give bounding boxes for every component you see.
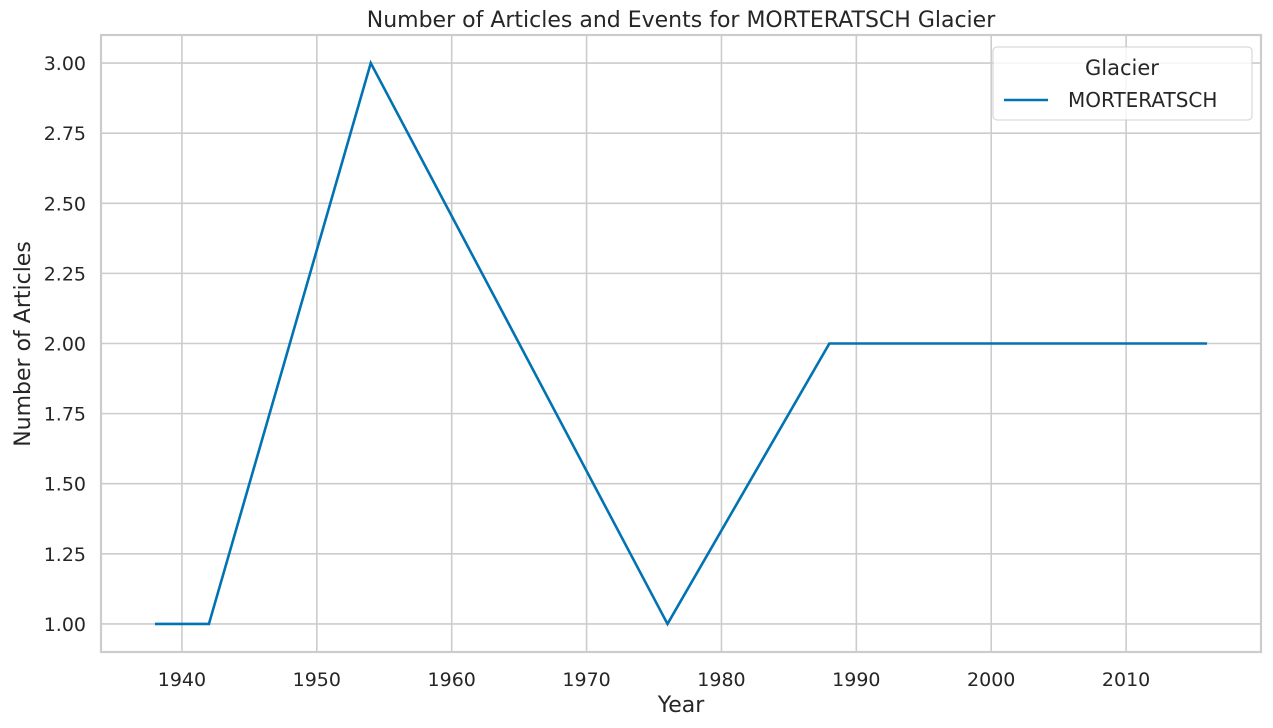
x-tick-label: 1940 — [158, 669, 206, 691]
series-layer — [154, 59, 1208, 627]
chart-title: Number of Articles and Events for MORTER… — [367, 8, 996, 33]
x-tick-label: 2000 — [967, 669, 1015, 691]
y-tick-label: 1.50 — [44, 474, 86, 496]
y-tick-label: 2.75 — [44, 123, 86, 145]
y-axis-label: Number of Articles — [11, 241, 36, 447]
x-tick-label: 2010 — [1102, 669, 1150, 691]
y-tick-label: 2.50 — [44, 193, 86, 215]
x-tick-label: 1990 — [832, 669, 880, 691]
series-line-morteratsch — [154, 59, 1208, 627]
x-tick-label: 1960 — [428, 669, 476, 691]
gridlines — [101, 35, 1261, 652]
y-tick-label: 3.00 — [44, 53, 86, 75]
axes-border — [99, 33, 1263, 654]
y-tick-label: 1.00 — [44, 614, 86, 636]
axes-frame — [99, 33, 1263, 654]
y-tick-label: 1.25 — [44, 544, 86, 566]
legend: Glacier MORTERATSCH — [992, 46, 1253, 121]
x-tick-label: 1970 — [562, 669, 610, 691]
x-axis-label: Year — [657, 693, 706, 718]
legend-title: Glacier — [1085, 56, 1159, 80]
x-tick-label: 1950 — [293, 669, 341, 691]
legend-entry-morteratsch: MORTERATSCH — [1068, 88, 1217, 112]
legend-box — [992, 46, 1253, 121]
y-tick-label: 2.25 — [44, 263, 86, 285]
x-tick-labels: 1940 1950 1960 1970 1980 1990 2000 2010 — [158, 669, 1151, 691]
x-tick-label: 1980 — [697, 669, 745, 691]
y-tick-labels: 1.00 1.25 1.50 1.75 2.00 2.25 2.50 2.75 3.00 — [44, 53, 86, 636]
y-tick-label: 2.00 — [44, 334, 86, 356]
y-tick-label: 1.75 — [44, 404, 86, 426]
